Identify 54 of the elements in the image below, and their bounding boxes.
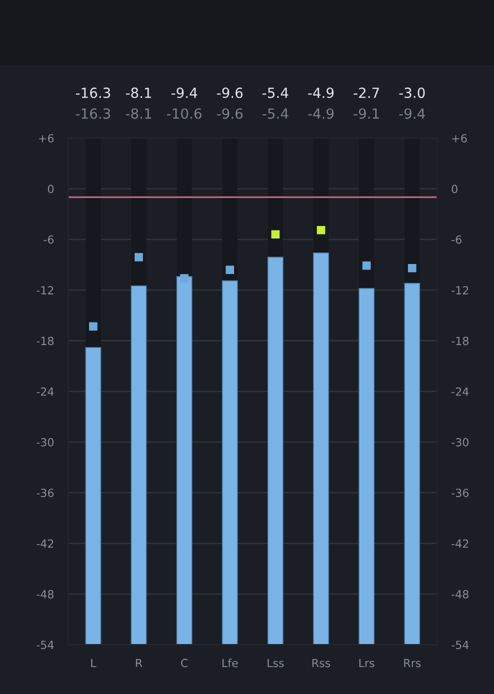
text: -16.3 — [76, 88, 110, 98]
text: -5.4 — [262, 88, 288, 98]
y2-tick-label: -6 — [452, 235, 462, 244]
x-tick-label: L — [91, 658, 96, 668]
text: -5.4 — [262, 108, 288, 119]
y2-tick-label: -42 — [452, 539, 468, 548]
y2-tick-label: -48 — [452, 590, 468, 598]
y2-tick-label: -18 — [452, 336, 468, 346]
y2-tick-label: -36 — [452, 488, 469, 498]
text: -9.4 — [399, 108, 425, 119]
text: -16.3 — [76, 108, 110, 119]
x-tick-label: Lfe — [222, 658, 238, 668]
text: -3.0 — [399, 88, 425, 98]
y2-tick-label: -54 — [452, 640, 469, 650]
text: -8.1 — [126, 88, 152, 98]
y-tick-label: -36 — [36, 488, 54, 498]
y-tick-label: -6 — [44, 235, 54, 244]
y-tick-label: -48 — [36, 590, 54, 598]
y2-tick-label: +6 — [452, 134, 467, 142]
x-tick-label: C — [181, 658, 188, 668]
x-tick-label: R — [136, 658, 142, 668]
point — [180, 274, 189, 282]
point — [316, 226, 326, 234]
text: -9.4 — [171, 88, 198, 98]
y2-tick-label: 0 — [452, 184, 458, 194]
x-tick-label: Rrs — [404, 658, 421, 668]
point — [408, 264, 416, 272]
point — [226, 266, 234, 274]
y-tick-label: -42 — [36, 539, 54, 548]
x-tick-label: Lss — [268, 658, 284, 668]
point — [89, 322, 98, 331]
y-tick-label: -24 — [36, 387, 54, 396]
point — [134, 252, 143, 262]
y-tick-label: -18 — [36, 336, 54, 346]
text: -9.6 — [217, 108, 243, 119]
x-tick-label: Rss — [312, 658, 330, 668]
text: -4.9 — [308, 108, 334, 119]
y2-tick-label: -12 — [452, 286, 468, 294]
y-tick-label: -54 — [36, 640, 54, 650]
y2-tick-label: -24 — [452, 387, 469, 396]
y-tick-label: +6 — [39, 134, 54, 142]
text: -10.6 — [167, 108, 202, 119]
text: -4.9 — [308, 88, 334, 98]
point — [362, 261, 371, 270]
y-tick-label: -30 — [36, 438, 54, 446]
point — [271, 230, 280, 239]
text: -8.1 — [126, 108, 152, 119]
y2-tick-label: -30 — [452, 438, 468, 446]
text: -9.6 — [217, 88, 243, 98]
y-tick-label: 0 — [48, 184, 54, 194]
text: -9.1 — [354, 108, 379, 119]
y-tick-label: -12 — [36, 286, 54, 294]
text: -2.7 — [354, 88, 379, 98]
x-tick-label: Lrs — [359, 658, 374, 668]
